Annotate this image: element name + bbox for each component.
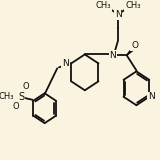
Text: CH₃: CH₃: [95, 1, 111, 10]
Text: N: N: [148, 92, 154, 101]
Text: CH₃: CH₃: [0, 92, 14, 101]
Text: O: O: [22, 82, 29, 91]
Text: CH₃: CH₃: [125, 1, 141, 10]
Text: N: N: [115, 10, 121, 19]
Text: N: N: [109, 51, 116, 60]
Text: N: N: [62, 59, 69, 68]
Text: S: S: [18, 92, 24, 102]
Text: O: O: [131, 41, 138, 50]
Text: O: O: [12, 102, 19, 111]
